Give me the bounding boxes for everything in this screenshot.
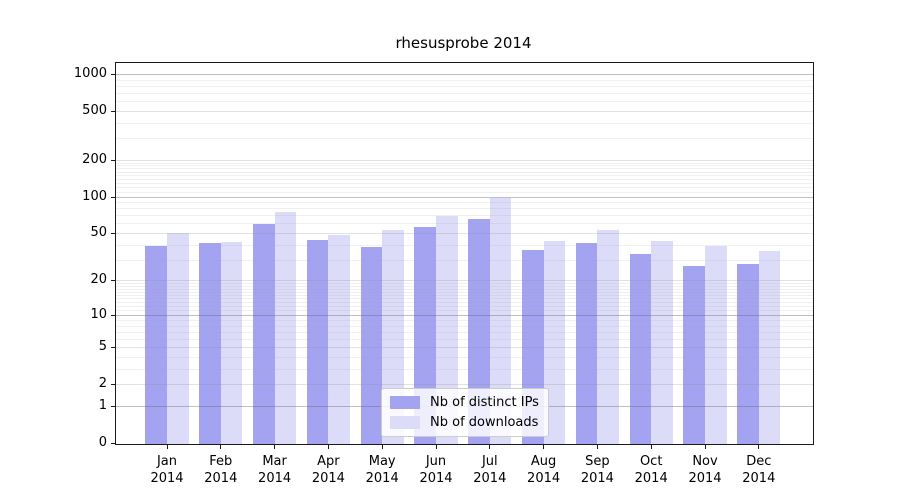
bar-ips-apr [306,239,329,444]
legend-label-downloads: Nb of downloads [430,415,539,430]
bar-ips-dec [737,264,759,444]
y-tick-10 [111,314,115,316]
x-tick-label-nov: Nov 2014 [688,454,722,486]
y-tick-label-20: 20 [90,272,107,288]
bar-downloads-mar [274,212,297,444]
y-tick-label-50: 50 [90,225,107,240]
x-tick-sep [596,445,598,449]
bar-downloads-apr [328,235,351,444]
y-tick-label-500: 500 [82,103,107,118]
y-tick-1 [111,406,115,407]
bar-ips-feb [199,243,221,444]
x-tick-label-jun: Jun 2014 [419,454,453,486]
x-tick-label-jan: Jan 2014 [150,454,184,486]
x-tick-jan [166,445,168,449]
y-tick-label-10: 10 [90,306,107,322]
bar-downloads-jan [167,233,189,444]
x-tick-label-mar: Mar 2014 [258,454,292,486]
y-tick-100 [111,196,115,198]
legend-entry-downloads: Nb of downloads [390,415,539,430]
y-tick-label-0: 0 [98,435,107,450]
x-tick-may [381,445,383,449]
bar-ips-sep [575,243,598,444]
x-tick-apr [327,445,329,449]
x-tick-label-may: May 2014 [365,454,399,486]
bar-ips-mar [252,224,275,444]
bar-downloads-dec [758,251,781,444]
legend-entry-distinct-ips: Nb of distinct IPs [390,395,539,410]
y-tick-label-1000: 1000 [73,66,107,81]
bar-ips-may [360,247,383,444]
x-tick-oct [650,445,652,449]
x-tick-dec [758,445,760,449]
y-tick-200 [111,159,115,161]
bar-downloads-sep [597,230,620,444]
x-tick-label-oct: Oct 2014 [634,454,668,486]
bar-downloads-aug [543,240,566,444]
bars-layer [116,63,813,444]
y-tick-50 [111,233,115,234]
y-tick-label-5: 5 [98,339,107,355]
bar-downloads-feb [220,241,243,444]
bar-downloads-jun [436,216,458,444]
x-tick-jun [435,445,437,449]
x-tick-mar [274,445,276,449]
bar-ips-oct [629,254,652,444]
bar-downloads-oct [651,240,673,444]
x-tick-feb [220,445,222,449]
bar-ips-jan [145,245,167,444]
y-axis-labels: 0 1 2 5 10 20 50 100 200 500 1000 [0,62,107,450]
y-tick-label-2: 2 [98,376,107,392]
bar-downloads-jul [489,197,512,444]
legend-swatch-downloads [390,416,420,429]
y-tick-1000 [111,74,115,75]
y-tick-500 [111,111,115,112]
x-tick-label-aug: Aug 2014 [527,454,561,486]
plot-area: Nb of distinct IPs Nb of downloads Jan 20… [111,62,814,486]
y-tick-label-200: 200 [82,151,107,167]
y-tick-0 [111,443,115,444]
x-tick-aug [543,445,545,449]
legend-swatch-distinct-ips [390,396,420,409]
x-tick-label-jul: Jul 2014 [473,454,507,486]
y-tick-5 [111,347,115,349]
bar-ips-nov [683,266,705,444]
legend-label-distinct-ips: Nb of distinct IPs [430,395,539,410]
legend: Nb of distinct IPs Nb of downloads [381,388,549,437]
y-tick-2 [111,384,115,386]
x-tick-nov [704,445,706,449]
x-tick-label-apr: Apr 2014 [311,454,345,486]
x-tick-label-sep: Sep 2014 [580,454,614,486]
y-tick-20 [111,280,115,282]
y-tick-label-1: 1 [98,398,107,413]
y-tick-label-100: 100 [82,188,107,204]
x-tick-jul [489,445,491,449]
bar-downloads-nov [705,245,727,444]
chart-title: rhesusprobe 2014 [395,34,532,52]
x-tick-label-dec: Dec 2014 [742,454,776,486]
bar-ips-jul [468,219,490,444]
x-tick-label-feb: Feb 2014 [204,454,238,486]
